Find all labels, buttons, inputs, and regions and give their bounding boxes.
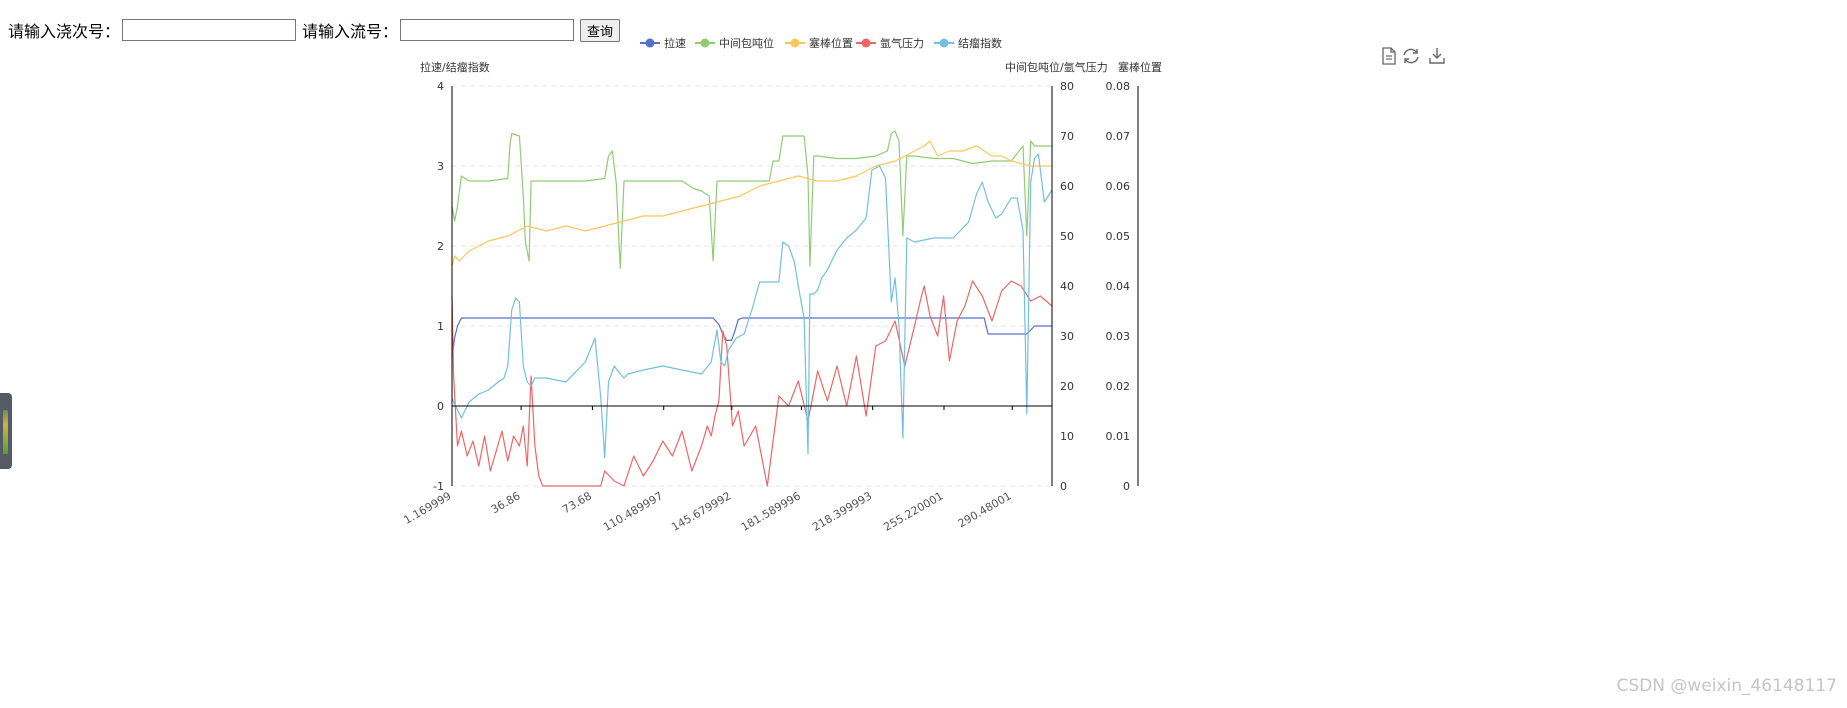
second-right-axis-title: 塞棒位置: [1118, 60, 1162, 74]
x-axis-tick-label: 218.399993: [810, 489, 874, 534]
restore-icon[interactable]: [1403, 48, 1419, 64]
second-right-axis-tick-label: 0.05: [1106, 230, 1131, 243]
second-right-axis-tick-label: 0.06: [1106, 180, 1131, 193]
right-axis-tick-label: 60: [1060, 180, 1074, 193]
left-axis-tick-label: 4: [437, 80, 444, 93]
legend-item-1: 中间包吨位: [719, 36, 774, 50]
left-axis-tick-label: 2: [437, 240, 444, 253]
second-right-axis-tick-label: 0.04: [1106, 280, 1131, 293]
query-form: 请输入浇次号： 请输入流号： 查询: [8, 18, 621, 42]
second-right-axis-tick-label: 0.01: [1106, 430, 1131, 443]
legend-item-2: 塞棒位置: [809, 36, 853, 50]
left-axis-tick-label: 1: [437, 320, 444, 333]
axes: -1 0 1 2 3 4 拉速/结瘤指数 0 10 20 30 40 50 60 70 80 中间包吨位/氩气压…: [402, 60, 1162, 534]
data-view-icon[interactable]: [1382, 47, 1396, 65]
toolbox: [1382, 47, 1445, 65]
legend-marker-0: [645, 38, 655, 48]
legend-item-4: 结瘤指数: [958, 36, 1002, 50]
second-right-axis-tick-label: 0.02: [1106, 380, 1131, 393]
second-right-axis-tick-label: 0.07: [1106, 130, 1131, 143]
x-axis-tick-label: 181.589996: [739, 489, 803, 534]
left-axis-tick-label: -1: [433, 480, 444, 493]
x-axis-tick-label: 73.68: [560, 489, 594, 516]
x-axis-tick-label: 290.48001: [956, 489, 1014, 530]
side-toolbar-widget[interactable]: [0, 393, 12, 469]
right-axis-tick-label: 70: [1060, 130, 1074, 143]
save-image-icon[interactable]: [1429, 48, 1445, 64]
right-axis-tick-label: 40: [1060, 280, 1074, 293]
legend-marker-2: [790, 38, 800, 48]
right-axis-tick-label: 30: [1060, 330, 1074, 343]
legend: 拉速 中间包吨位 塞棒位置 氩气压力 结瘤指数: [640, 36, 1002, 50]
stream-number-label: 请输入流号：: [302, 22, 399, 41]
second-right-axis-tick-label: 0.08: [1106, 80, 1131, 93]
legend-marker-1: [700, 38, 710, 48]
x-axis-tick-label: 36.86: [489, 489, 523, 516]
heat-number-label: 请输入浇次号：: [8, 22, 121, 41]
heat-number-input[interactable]: [122, 19, 297, 41]
series-lines: [451, 130, 1053, 487]
query-button[interactable]: 查询: [580, 18, 621, 42]
right-axis-title: 中间包吨位/氩气压力: [1005, 60, 1108, 74]
second-right-axis-tick-label: 0: [1123, 480, 1130, 493]
series-line-3: [451, 280, 1053, 487]
x-axis-tick-label: 110.489997: [601, 489, 665, 534]
legend-item-0: 拉速: [664, 36, 686, 50]
left-axis-tick-label: 0: [437, 400, 444, 413]
stream-number-input[interactable]: [400, 19, 575, 41]
left-axis-tick-label: 3: [437, 160, 444, 173]
legend-item-3: 氩气压力: [880, 36, 924, 50]
right-axis-tick-label: 80: [1060, 80, 1074, 93]
x-axis-tick-label: 145.679992: [669, 489, 733, 534]
x-axis-tick-label: 1.169999: [402, 489, 454, 527]
series-line-0: [451, 317, 1052, 359]
level-meter-icon: [3, 410, 8, 454]
watermark: CSDN @weixin_46148117: [1616, 676, 1837, 696]
second-right-axis-tick-label: 0.03: [1106, 330, 1131, 343]
x-axis-tick-label: 255.220001: [881, 489, 945, 534]
right-axis-tick-label: 20: [1060, 380, 1074, 393]
legend-marker-3: [861, 38, 871, 48]
series-line-4: [451, 153, 1053, 459]
series-line-2: [451, 140, 1052, 267]
series-line-1: [451, 130, 1052, 270]
grid-lines: [452, 85, 1052, 487]
right-axis-tick-label: 10: [1060, 430, 1074, 443]
left-axis-title: 拉速/结瘤指数: [420, 60, 490, 74]
right-axis-tick-label: 0: [1060, 480, 1067, 493]
legend-marker-4: [939, 38, 949, 48]
right-axis-tick-label: 50: [1060, 230, 1074, 243]
